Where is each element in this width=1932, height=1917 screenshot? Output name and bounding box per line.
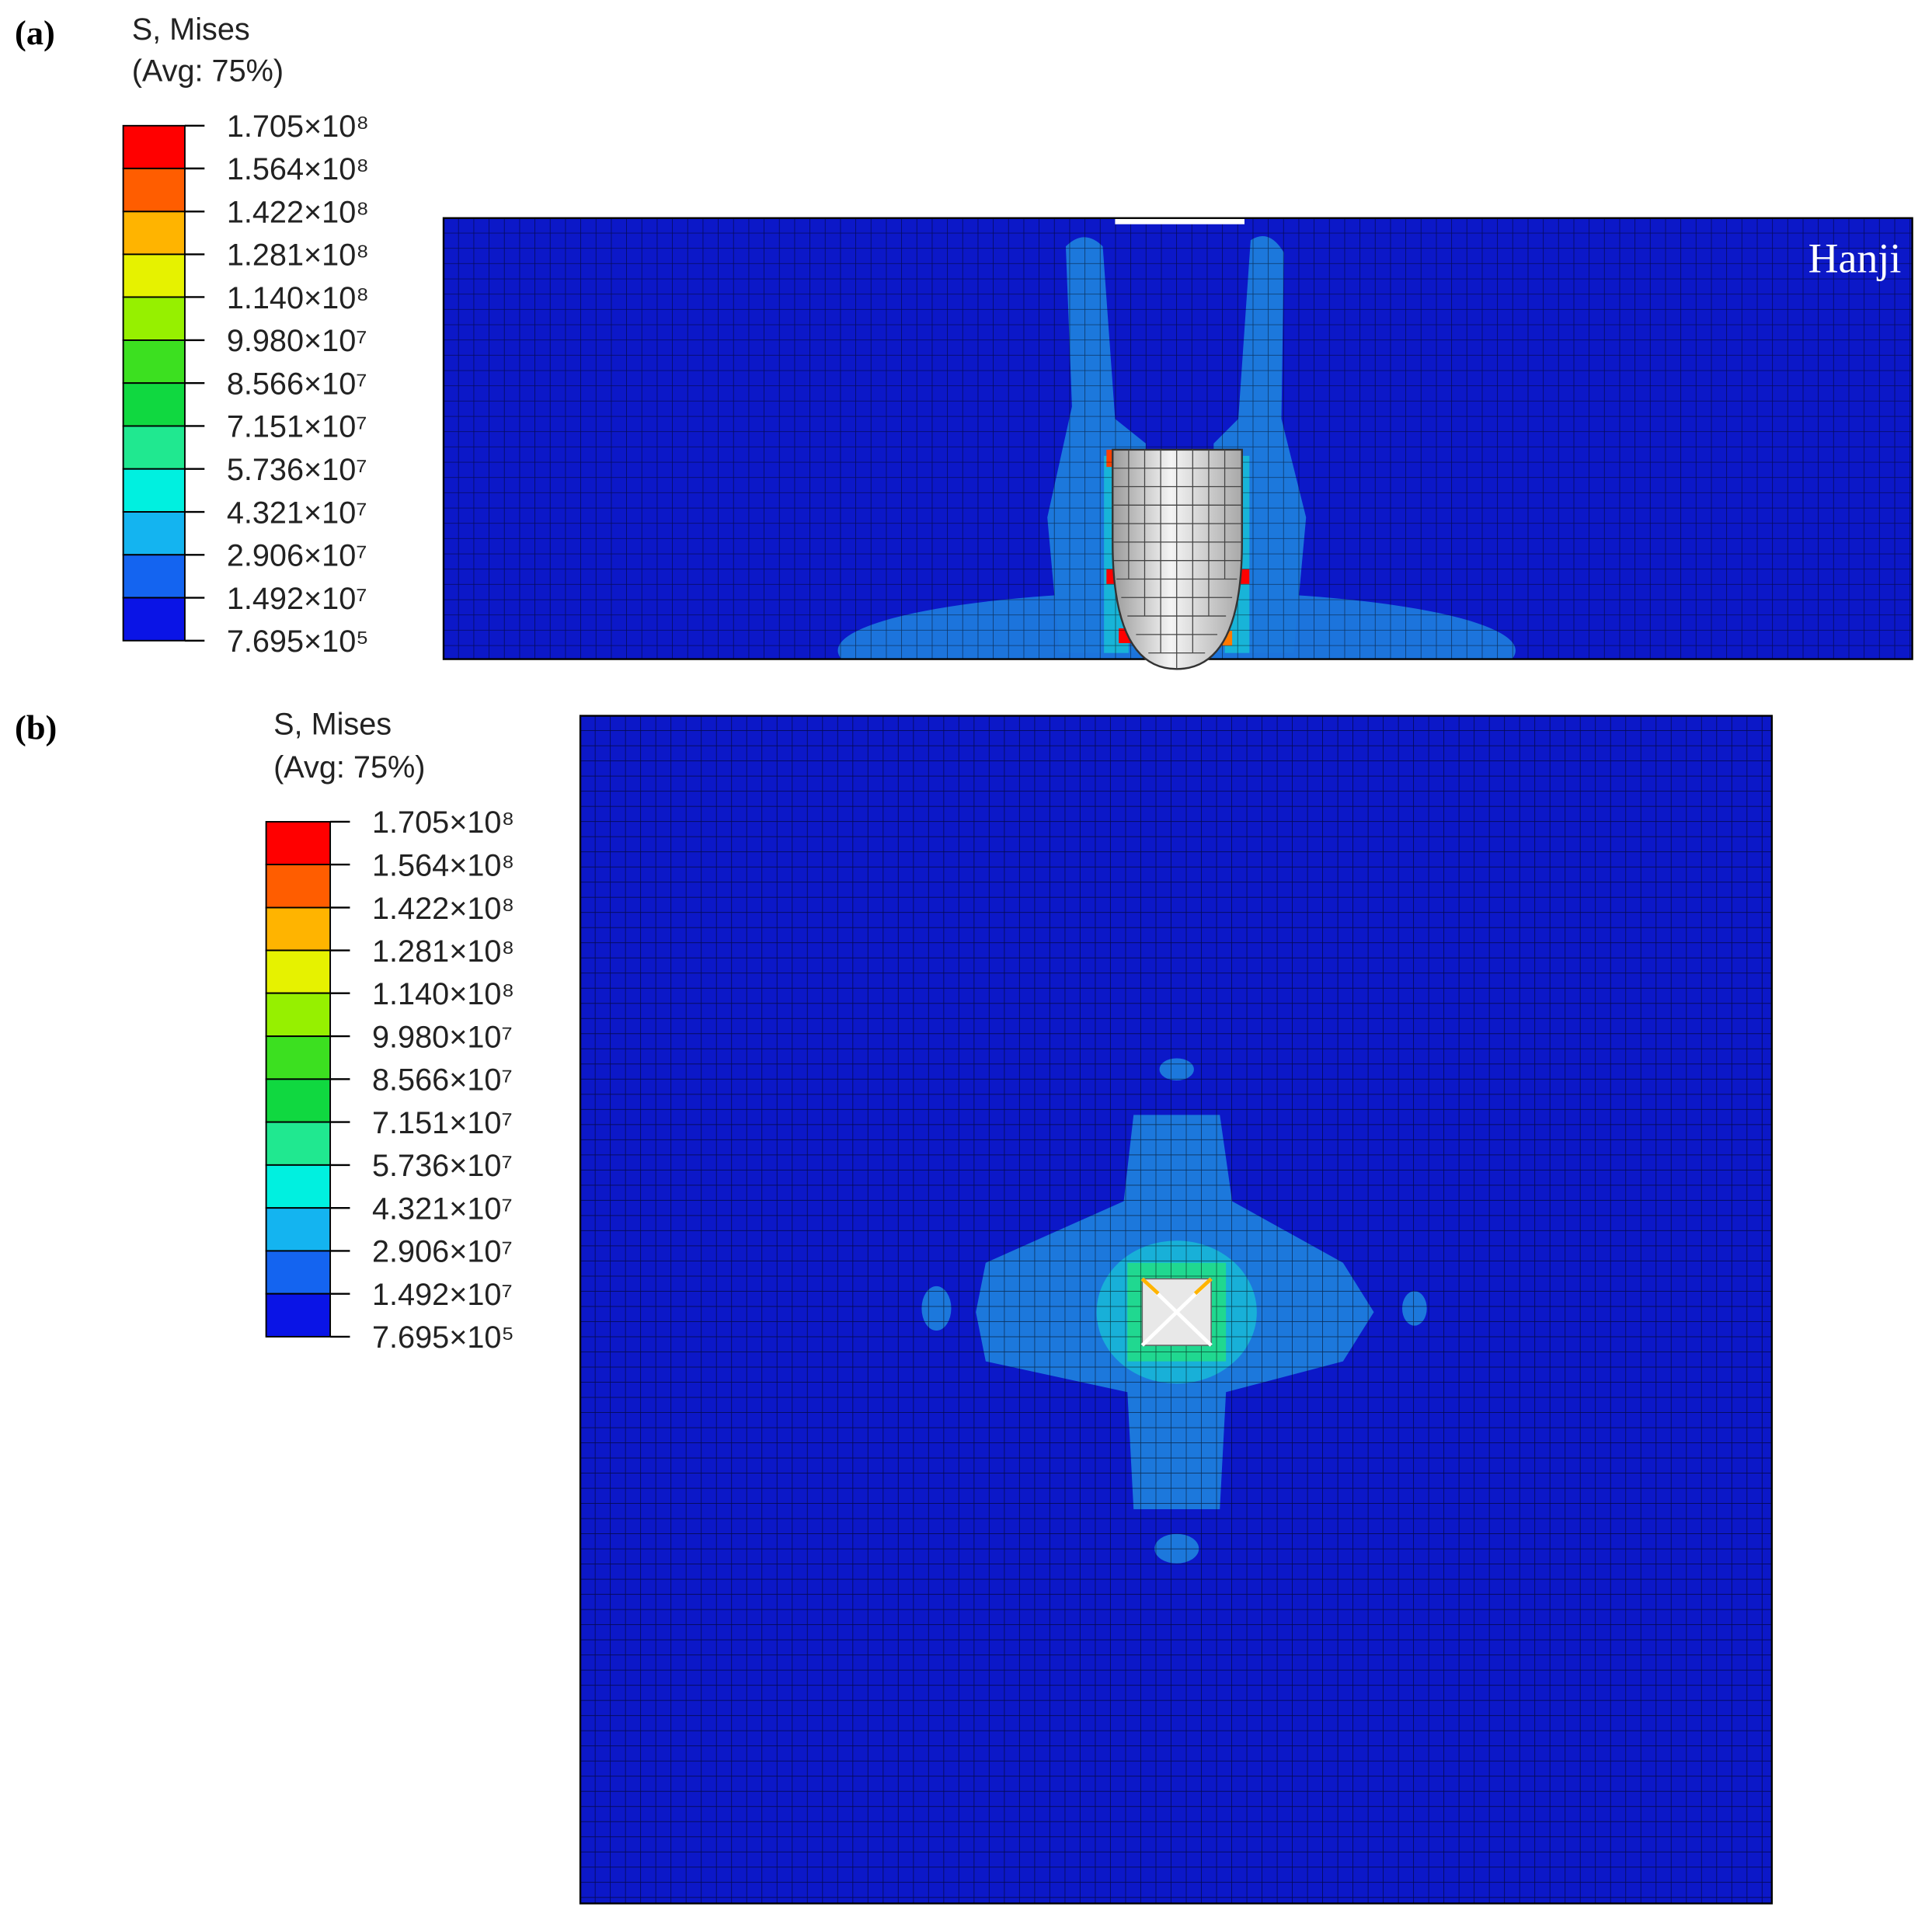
legend-tick-label: 7.151×10⁷: [227, 410, 367, 444]
legend-title: S, Mises: [273, 707, 392, 741]
legend-tick-label: 1.705×10⁸: [227, 110, 369, 144]
legend-tick-label: 2.906×10⁷: [227, 539, 367, 573]
panel-label: (b): [15, 708, 57, 747]
legend-tick-label: 7.695×10⁵: [372, 1320, 514, 1355]
legend-band: [265, 949, 332, 994]
panel-label: (a): [15, 13, 55, 52]
legend: 1.705×10⁸ 1.564×10⁸ 1.422×10⁸ 1.281×10⁸ 1.14…: [265, 805, 514, 1355]
legend-band: [265, 1078, 332, 1123]
legend-tick-label: 1.564×10⁸: [227, 152, 369, 186]
legend-tick-label: 8.566×10⁷: [227, 367, 367, 401]
legend-band: [122, 511, 186, 556]
legend-tick-label: 1.422×10⁸: [372, 892, 514, 926]
projectile: [1112, 448, 1243, 670]
legend-tick-label: 1.492×10⁷: [372, 1278, 513, 1312]
legend-tick-label: 1.492×10⁷: [227, 582, 367, 616]
legend-band: [265, 1035, 332, 1080]
legend-tick-label: 1.281×10⁸: [227, 238, 369, 273]
legend-tick-label: 9.980×10⁷: [372, 1020, 513, 1054]
legend-band: [265, 1164, 332, 1209]
legend-subtitle: (Avg: 75%): [273, 750, 425, 785]
legend-tick-label: 8.566×10⁷: [372, 1063, 513, 1098]
legend-band: [122, 210, 186, 256]
legend-band: [265, 992, 332, 1038]
projectile-body: [1112, 448, 1243, 670]
legend-tick-label: 1.422×10⁸: [227, 196, 369, 230]
crater-notch: [1115, 217, 1244, 224]
legend-band: [122, 554, 186, 599]
legend-band: [122, 124, 186, 169]
legend-tick-label: 1.705×10⁸: [372, 805, 514, 840]
legend-band: [265, 864, 332, 909]
legend-band: [122, 382, 186, 427]
legend-tick-label: 1.140×10⁸: [372, 977, 514, 1011]
legend-band: [265, 1207, 332, 1252]
legend-title: S, Mises: [132, 12, 250, 47]
stress-hotspot: [1140, 1277, 1213, 1296]
legend-band: [265, 1121, 332, 1166]
legend-tick-label: 5.736×10⁷: [372, 1149, 513, 1183]
legend-tick-label: 5.736×10⁷: [227, 453, 367, 487]
projectile-mesh: [1112, 449, 1242, 670]
legend-tick-label: 4.321×10⁷: [227, 496, 367, 530]
legend-band: [122, 296, 186, 341]
legend-band: [122, 468, 186, 513]
legend-tick-label: 1.281×10⁸: [372, 934, 514, 969]
legend-band: [265, 906, 332, 952]
contour-plot: [580, 715, 1772, 1904]
legend-band: [265, 1250, 332, 1295]
legend-band: [122, 167, 186, 213]
legend-tick-label: 7.151×10⁷: [372, 1106, 513, 1140]
legend-tick-label: 7.695×10⁵: [227, 625, 369, 659]
legend-band: [265, 820, 332, 865]
legend-tick-label: 1.564×10⁸: [372, 848, 514, 882]
legend-band: [122, 339, 186, 384]
legend-tick-label: 9.980×10⁷: [227, 324, 367, 358]
legend-band: [122, 253, 186, 298]
legend-band: [265, 1292, 332, 1338]
legend-tick-label: 1.140×10⁸: [227, 281, 369, 315]
legend: 1.705×10⁸ 1.564×10⁸ 1.422×10⁸ 1.281×10⁸ 1.14…: [122, 110, 369, 659]
legend-band: [122, 425, 186, 470]
plot-border: [579, 715, 1773, 1905]
legend-tick-label: 4.321×10⁷: [372, 1192, 513, 1226]
annotation: Hanji: [1808, 235, 1902, 282]
legend-band: [122, 597, 186, 642]
legend-tick-label: 2.906×10⁷: [372, 1235, 513, 1269]
legend-subtitle: (Avg: 75%): [132, 54, 284, 89]
